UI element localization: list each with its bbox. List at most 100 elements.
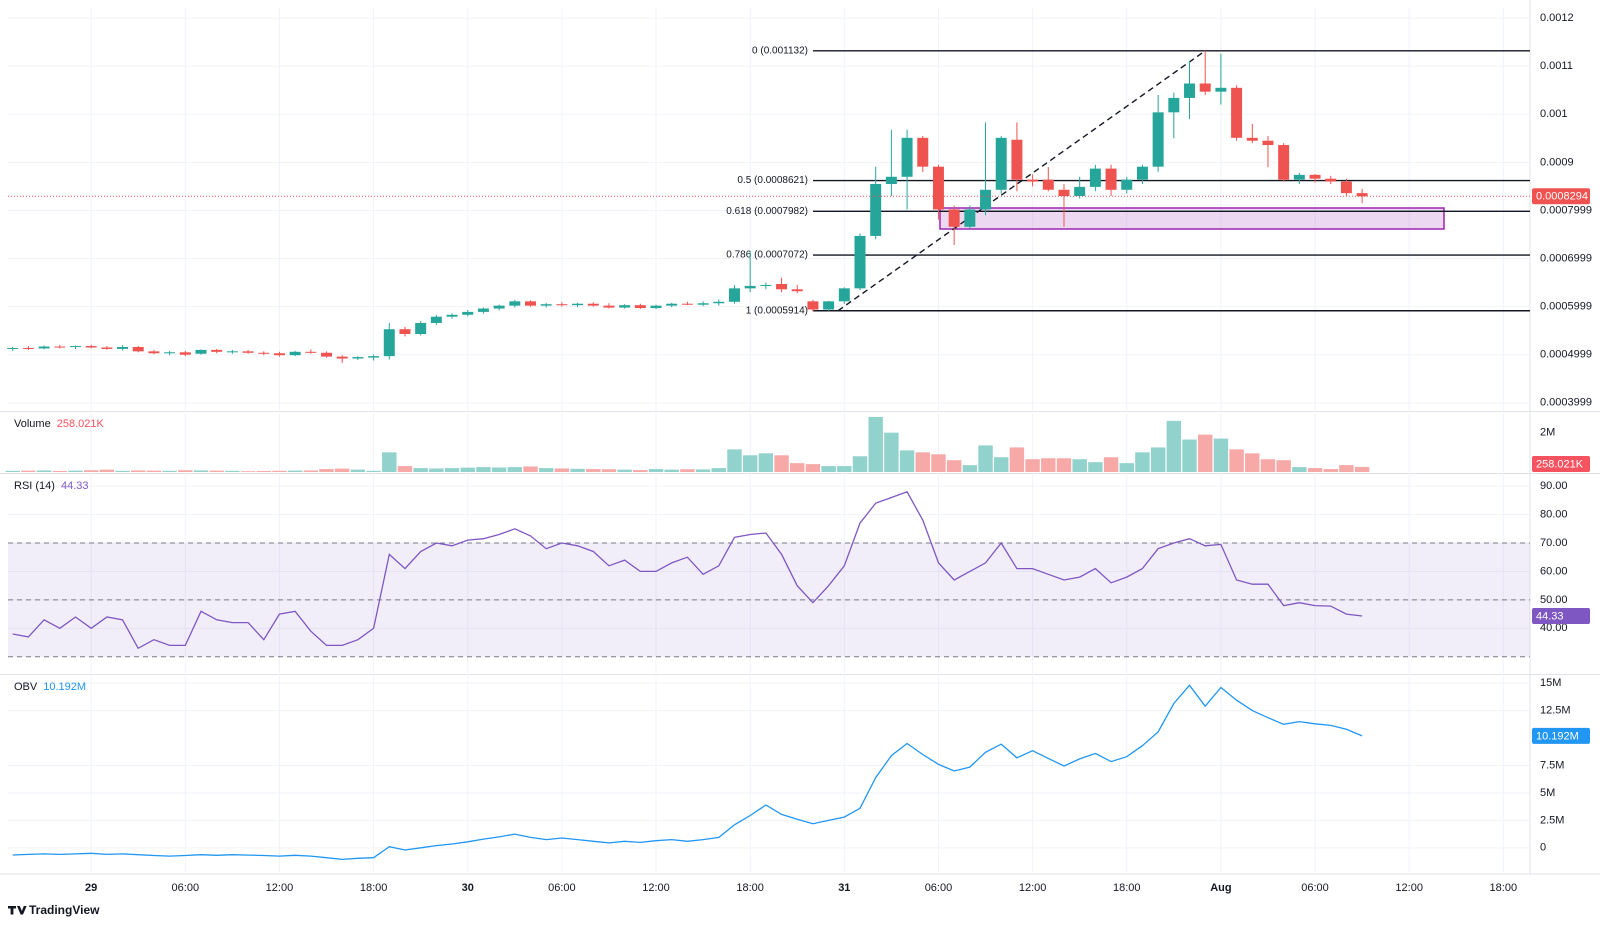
volume-bar	[507, 467, 523, 472]
candle-body	[603, 305, 615, 308]
volume-bar	[397, 466, 413, 472]
candle-body	[587, 303, 599, 306]
grid	[8, 8, 1530, 872]
candle-body	[1042, 179, 1054, 190]
volume-bar	[178, 470, 193, 472]
candle-body	[948, 209, 960, 227]
volume-bar	[99, 469, 115, 472]
panel-title: OBV	[14, 681, 38, 693]
candle-body	[1215, 87, 1227, 92]
volume-bar	[68, 470, 83, 472]
x-tick-label: 06:00	[548, 882, 576, 894]
volume-bar	[1041, 458, 1056, 472]
candle-body	[195, 349, 207, 354]
volume-bar	[601, 469, 617, 472]
volume-bar	[1009, 447, 1025, 472]
candle-body	[54, 346, 66, 348]
candle-body	[995, 137, 1007, 190]
brand-name: TradingView	[29, 903, 100, 917]
candle-body	[776, 284, 788, 290]
x-tick-label: 06:00	[925, 882, 953, 894]
y-tick-label: 50.00	[1540, 594, 1568, 606]
candle-body	[352, 357, 364, 359]
volume-bar	[884, 432, 899, 472]
volume-bar	[633, 470, 648, 472]
candle-body	[1246, 137, 1258, 141]
x-tick-label: 12:00	[1019, 882, 1047, 894]
fib-label: 1 (0.0005914)	[746, 305, 808, 316]
volume-bar	[1135, 452, 1150, 472]
volume-bar	[994, 457, 1009, 472]
x-tick-label: 29	[85, 882, 97, 894]
candle-body	[1058, 189, 1070, 197]
y-tick-label: 15M	[1540, 677, 1561, 689]
volume-bar	[429, 468, 444, 472]
fib-label: 0.618 (0.0007982)	[726, 206, 808, 217]
candle-body	[1074, 186, 1086, 197]
volume-bar	[1213, 438, 1229, 472]
candle-body	[932, 166, 944, 210]
price-badge	[1532, 608, 1590, 625]
volume-bar	[1103, 457, 1119, 472]
y-tick-label: 90.00	[1540, 480, 1568, 492]
volume-bar	[1292, 467, 1307, 472]
volume-bar	[1276, 460, 1291, 472]
price-badge	[1532, 456, 1590, 472]
candle-body	[823, 301, 835, 310]
candle-body	[1027, 179, 1039, 182]
volume-bar	[774, 455, 789, 472]
x-tick-label: 18:00	[736, 882, 764, 894]
price-badge-label: 44.33	[1536, 610, 1564, 622]
price-badge	[1532, 727, 1590, 744]
volume-bar	[162, 470, 177, 472]
volume-bar	[821, 466, 836, 472]
candle-body	[917, 137, 929, 167]
candle-body	[7, 347, 19, 349]
x-tick-label: 12:00	[1395, 882, 1423, 894]
volume-bar	[1323, 469, 1338, 472]
y-tick-label: 12.5M	[1540, 704, 1571, 716]
x-tick-label: 18:00	[1490, 882, 1518, 894]
candle-body	[38, 346, 50, 349]
candle-body	[1121, 179, 1133, 190]
candle-body	[728, 288, 740, 302]
candle-body	[697, 303, 709, 305]
y-tick-label: 0.0005999	[1540, 301, 1592, 313]
volume-bar	[962, 465, 978, 472]
candle-body	[1293, 174, 1305, 180]
candle-body	[211, 349, 223, 352]
candle-body	[1011, 139, 1023, 180]
y-tick-label: 0.0009	[1540, 156, 1574, 168]
candle-body	[493, 305, 505, 309]
candle-body	[22, 347, 34, 349]
candle-body	[885, 176, 897, 184]
volume-bar	[193, 470, 209, 472]
volume-bar	[287, 470, 303, 472]
volume-bar	[586, 469, 601, 472]
candle-body	[117, 347, 129, 349]
volume-bar	[523, 466, 538, 472]
brand-logo	[7, 906, 27, 915]
candle-body	[273, 353, 285, 356]
trend-line	[837, 50, 1206, 312]
candle-body	[226, 351, 238, 353]
volume-bar	[52, 471, 67, 472]
volume-bar	[272, 470, 287, 472]
fib-label: 0.5 (0.0008621)	[737, 175, 808, 186]
candle-body	[399, 329, 411, 335]
volume-bar	[680, 469, 695, 472]
candle-body	[258, 352, 270, 354]
volume-bar	[837, 466, 852, 472]
candle-body	[1309, 174, 1321, 179]
y-tick-label: 60.00	[1540, 565, 1568, 577]
x-tick-label: 12:00	[642, 882, 670, 894]
candle-body	[619, 305, 631, 308]
candle-body	[1184, 83, 1196, 98]
candle-body	[1356, 193, 1368, 197]
volume-bar	[21, 470, 36, 472]
volume-bar	[1339, 465, 1354, 472]
candle-body	[69, 346, 81, 348]
y-tick-label: 80.00	[1540, 508, 1568, 520]
candle-body	[462, 311, 474, 315]
volume-bar	[946, 460, 962, 472]
